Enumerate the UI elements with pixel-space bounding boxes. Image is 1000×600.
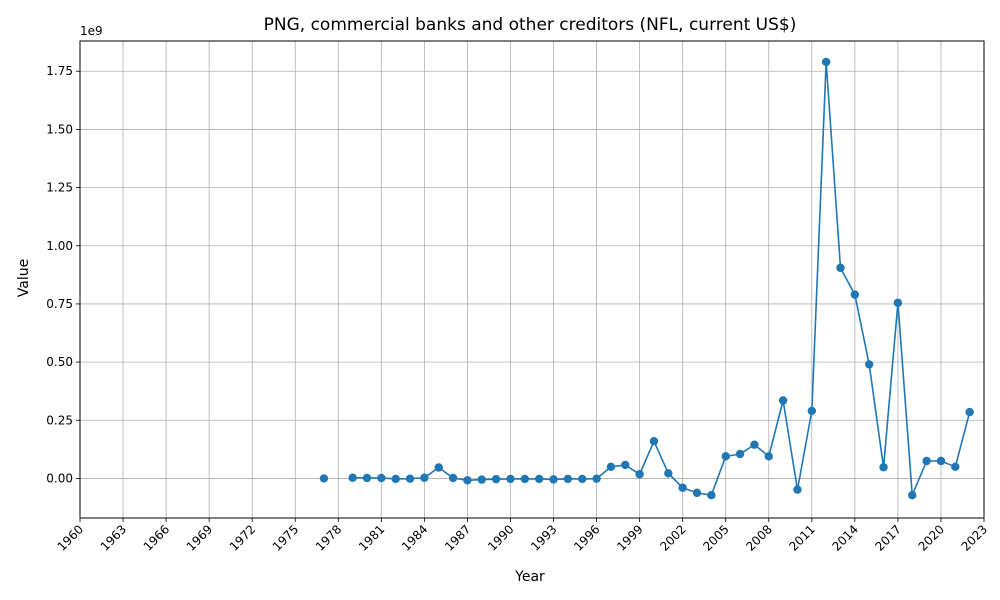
y-axis-ticks: 0.00 0.25 0.50 0.75 1.00 1.25 1.50 1.75 — [46, 64, 80, 485]
x-tick-label: 1993 — [528, 522, 559, 553]
x-tick-label: 1981 — [356, 522, 387, 553]
y-tick-label: 1.75 — [46, 64, 73, 78]
data-point-2022 — [965, 407, 974, 417]
data-point-2019 — [922, 456, 931, 466]
y-offset-label: 1e9 — [80, 24, 103, 38]
x-axis-label: Year — [514, 569, 545, 585]
data-point-1995 — [578, 474, 587, 484]
data-point-2021 — [951, 462, 960, 472]
x-tick-label: 1966 — [141, 522, 172, 553]
x-tick-label: 2008 — [743, 522, 774, 553]
x-tick-label: 2014 — [829, 522, 860, 553]
data-point-2005 — [721, 452, 730, 461]
data-point-1997 — [606, 462, 616, 472]
data-point-1980 — [362, 473, 372, 483]
data-point-2007 — [750, 440, 759, 449]
data-point-1977 — [319, 474, 329, 483]
data-point-1987 — [463, 476, 472, 485]
x-tick-label: 1963 — [98, 522, 129, 553]
y-tick-label: 1.25 — [46, 181, 73, 195]
data-point-1981 — [377, 473, 386, 483]
grid — [79, 41, 985, 518]
data-point-1993 — [549, 475, 558, 484]
data-point-1990 — [506, 474, 515, 484]
data-point-1998 — [621, 460, 630, 470]
data-point-2004 — [707, 490, 716, 500]
data-point-1989 — [491, 474, 501, 484]
series-line — [352, 61, 971, 497]
data-point-1983 — [405, 474, 415, 483]
chart-title: PNG, commercial banks and other creditor… — [264, 15, 797, 35]
data-point-1988 — [477, 475, 486, 484]
x-tick-label: 1972 — [227, 522, 258, 553]
x-tick-label: 2023 — [959, 522, 990, 553]
data-point-2020 — [936, 456, 946, 466]
data-point-2001 — [664, 469, 673, 478]
data-point-2012 — [821, 57, 831, 67]
data-point-2008 — [764, 452, 773, 461]
data-point-2014 — [850, 290, 860, 299]
data-point-1992 — [534, 474, 544, 484]
y-axis-label: Value — [16, 259, 32, 297]
data-point-1996 — [592, 474, 601, 483]
data-point-2000 — [649, 437, 659, 446]
data-point-1979 — [348, 473, 357, 482]
data-point-1986 — [448, 473, 458, 483]
y-tick-label: 1.50 — [46, 122, 73, 136]
x-tick-label: 1984 — [399, 522, 430, 553]
x-axis-ticks: 1960 1963 1966 1969 1972 1975 1978 1981 1984 1987… — [55, 518, 990, 554]
x-tick-label: 1990 — [485, 522, 516, 553]
y-tick-label: 0.25 — [46, 413, 73, 427]
data-point-1985 — [434, 463, 443, 472]
data-point-1999 — [635, 470, 644, 479]
plot-frame — [79, 40, 985, 519]
data-point-2018 — [908, 490, 917, 500]
x-tick-label: 1969 — [184, 522, 215, 553]
y-tick-label: 1.00 — [46, 239, 73, 253]
y-tick-label: 0.00 — [46, 471, 73, 485]
x-tick-label: 1996 — [571, 522, 602, 553]
x-tick-label: 2011 — [786, 522, 817, 553]
x-tick-label: 1987 — [442, 522, 473, 553]
data-point-1994 — [563, 474, 573, 484]
x-tick-label: 1975 — [270, 522, 301, 553]
data-point-2015 — [865, 360, 874, 369]
data-point-2003 — [692, 488, 702, 498]
data-point-2009 — [778, 396, 788, 405]
data-point-1982 — [391, 474, 400, 484]
series-layer — [319, 57, 974, 500]
data-point-2011 — [807, 406, 817, 416]
x-tick-label: 2002 — [657, 522, 688, 553]
x-tick-label: 2017 — [873, 522, 904, 553]
data-point-2013 — [836, 263, 845, 273]
y-tick-label: 0.75 — [46, 297, 73, 311]
x-tick-label: 1960 — [55, 522, 86, 553]
data-point-2017 — [893, 298, 903, 307]
x-tick-label: 1999 — [614, 522, 645, 553]
data-point-2016 — [879, 463, 888, 472]
data-point-1984 — [420, 473, 429, 482]
data-point-2002 — [678, 483, 687, 492]
data-point-2010 — [793, 485, 802, 494]
x-tick-label: 1978 — [313, 522, 344, 553]
x-tick-label: 2020 — [916, 522, 947, 553]
y-tick-label: 0.50 — [46, 355, 73, 369]
x-tick-label: 2005 — [700, 522, 731, 553]
data-point-1991 — [520, 474, 530, 484]
data-point-2006 — [735, 449, 745, 459]
